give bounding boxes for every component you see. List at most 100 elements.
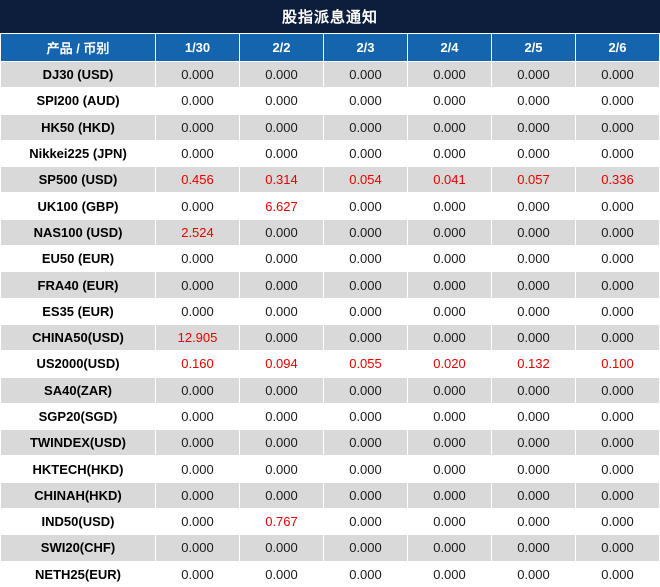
dividend-value-cell: 0.314: [239, 166, 324, 194]
dividend-value-cell: 0.000: [323, 376, 408, 404]
dividend-value-cell: 0.000: [491, 192, 576, 220]
dividend-value-cell: 0.000: [407, 508, 492, 536]
product-cell: TWINDEX(USD): [0, 429, 156, 457]
table-row: TWINDEX(USD) 0.000 0.000 0.000 0.000 0.000 0.0…: [0, 429, 660, 457]
dividend-value-cell: 0.160: [155, 350, 240, 378]
dividend-value-cell: 0.000: [239, 534, 324, 562]
table-row: SWI20(CHF) 0.000 0.000 0.000 0.000 0.000 0.000: [0, 534, 660, 562]
dividend-value-cell: 0.000: [323, 113, 408, 141]
dividend-value-cell: 0.000: [407, 60, 492, 89]
dividend-value-cell: 0.336: [575, 166, 660, 194]
dividend-value-cell: 0.000: [155, 560, 240, 587]
dividend-value-cell: 0.000: [323, 560, 408, 587]
dividend-value-cell: 0.000: [155, 87, 240, 115]
dividend-value-cell: 0.000: [323, 245, 408, 273]
product-cell: SP500 (USD): [0, 166, 156, 194]
dividend-value-cell: 0.000: [407, 245, 492, 273]
dividend-value-cell: 0.000: [575, 218, 660, 247]
product-cell: DJ30 (USD): [0, 60, 156, 89]
dividend-value-cell: 0.000: [491, 455, 576, 483]
dividend-value-cell: 0.000: [407, 192, 492, 220]
product-cell: SGP20(SGD): [0, 402, 156, 431]
dividend-value-cell: 0.000: [491, 60, 576, 89]
dividend-value-cell: 0.000: [155, 139, 240, 168]
table-row: SPI200 (AUD) 0.000 0.000 0.000 0.000 0.000 0.0…: [0, 87, 660, 115]
dividend-value-cell: 0.000: [323, 60, 408, 89]
dividend-value-cell: 0.000: [323, 297, 408, 325]
dividend-value-cell: 0.000: [239, 87, 324, 115]
dividend-value-cell: 0.000: [155, 192, 240, 220]
table-row: FRA40 (EUR) 0.000 0.000 0.000 0.000 0.000 0.00…: [0, 271, 660, 299]
table-row: EU50 (EUR) 0.000 0.000 0.000 0.000 0.000 0.000: [0, 245, 660, 273]
dividend-value-cell: 0.100: [575, 350, 660, 378]
table-row: NAS100 (USD) 2.524 0.000 0.000 0.000 0.000 0.0…: [0, 218, 660, 247]
dividend-value-cell: 0.000: [323, 192, 408, 220]
dividend-value-cell: 0.000: [239, 402, 324, 431]
product-cell: IND50(USD): [0, 508, 156, 536]
dividend-value-cell: 0.000: [575, 245, 660, 273]
dividend-value-cell: 0.000: [491, 376, 576, 404]
product-cell: UK100 (GBP): [0, 192, 156, 220]
dividend-value-cell: 0.000: [407, 218, 492, 247]
dividend-value-cell: 0.000: [239, 323, 324, 352]
dividend-value-cell: 0.000: [407, 455, 492, 483]
date-column-header: 2/3: [323, 33, 408, 62]
dividend-value-cell: 0.000: [323, 534, 408, 562]
dividend-value-cell: 0.000: [239, 429, 324, 457]
dividend-value-cell: 0.000: [407, 481, 492, 510]
dividend-value-cell: 0.000: [575, 376, 660, 404]
date-column-header: 2/4: [407, 33, 492, 62]
dividend-value-cell: 0.000: [491, 139, 576, 168]
dividend-value-cell: 0.000: [239, 139, 324, 168]
dividend-value-cell: 0.000: [575, 297, 660, 325]
product-cell: ES35 (EUR): [0, 297, 156, 325]
dividend-value-cell: 0.000: [239, 481, 324, 510]
dividend-value-cell: 0.000: [575, 534, 660, 562]
dividend-value-cell: 0.000: [323, 87, 408, 115]
dividend-value-cell: 0.000: [491, 297, 576, 325]
dividend-value-cell: 0.000: [323, 508, 408, 536]
dividend-value-cell: 0.000: [491, 429, 576, 457]
product-cell: NETH25(EUR): [0, 560, 156, 587]
dividend-value-cell: 0.000: [155, 297, 240, 325]
product-cell: US2000(USD): [0, 350, 156, 378]
dividend-value-cell: 0.000: [575, 323, 660, 352]
dividend-value-cell: 0.000: [407, 402, 492, 431]
table-row: NETH25(EUR) 0.000 0.000 0.000 0.000 0.000 0.00…: [0, 560, 660, 587]
product-cell: HKTECH(HKD): [0, 455, 156, 483]
product-cell: CHINAH(HKD): [0, 481, 156, 510]
dividend-value-cell: 0.000: [323, 429, 408, 457]
date-column-header: 2/2: [239, 33, 324, 62]
dividend-value-cell: 0.054: [323, 166, 408, 194]
dividend-value-cell: 0.000: [239, 376, 324, 404]
dividend-value-cell: 0.000: [407, 323, 492, 352]
table-row: SA40(ZAR) 0.000 0.000 0.000 0.000 0.000 0.000: [0, 376, 660, 404]
dividend-value-cell: 0.000: [239, 455, 324, 483]
dividend-value-cell: 0.000: [323, 455, 408, 483]
dividend-value-cell: 0.000: [491, 534, 576, 562]
dividend-value-cell: 0.020: [407, 350, 492, 378]
dividend-value-cell: 0.055: [323, 350, 408, 378]
dividend-value-cell: 0.000: [491, 218, 576, 247]
dividend-value-cell: 0.132: [491, 350, 576, 378]
dividend-value-cell: 0.000: [491, 323, 576, 352]
product-cell: SPI200 (AUD): [0, 87, 156, 115]
dividend-value-cell: 0.000: [491, 245, 576, 273]
dividend-value-cell: 0.000: [491, 481, 576, 510]
product-cell: CHINA50(USD): [0, 323, 156, 352]
dividend-value-cell: 0.000: [323, 218, 408, 247]
product-cell: EU50 (EUR): [0, 245, 156, 273]
date-column-header: 1/30: [155, 33, 240, 62]
dividend-value-cell: 0.456: [155, 166, 240, 194]
dividend-value-cell: 0.000: [155, 402, 240, 431]
dividend-value-cell: 0.000: [491, 87, 576, 115]
product-cell: SWI20(CHF): [0, 534, 156, 562]
table-row: IND50(USD) 0.000 0.767 0.000 0.000 0.000 0.000: [0, 508, 660, 536]
dividend-value-cell: 0.000: [239, 60, 324, 89]
table-row: CHINAH(HKD) 0.000 0.000 0.000 0.000 0.000 0.00…: [0, 481, 660, 510]
date-column-header: 2/6: [575, 33, 660, 62]
dividend-value-cell: 0.000: [155, 455, 240, 483]
dividend-value-cell: 2.524: [155, 218, 240, 247]
dividend-value-cell: 0.000: [323, 402, 408, 431]
